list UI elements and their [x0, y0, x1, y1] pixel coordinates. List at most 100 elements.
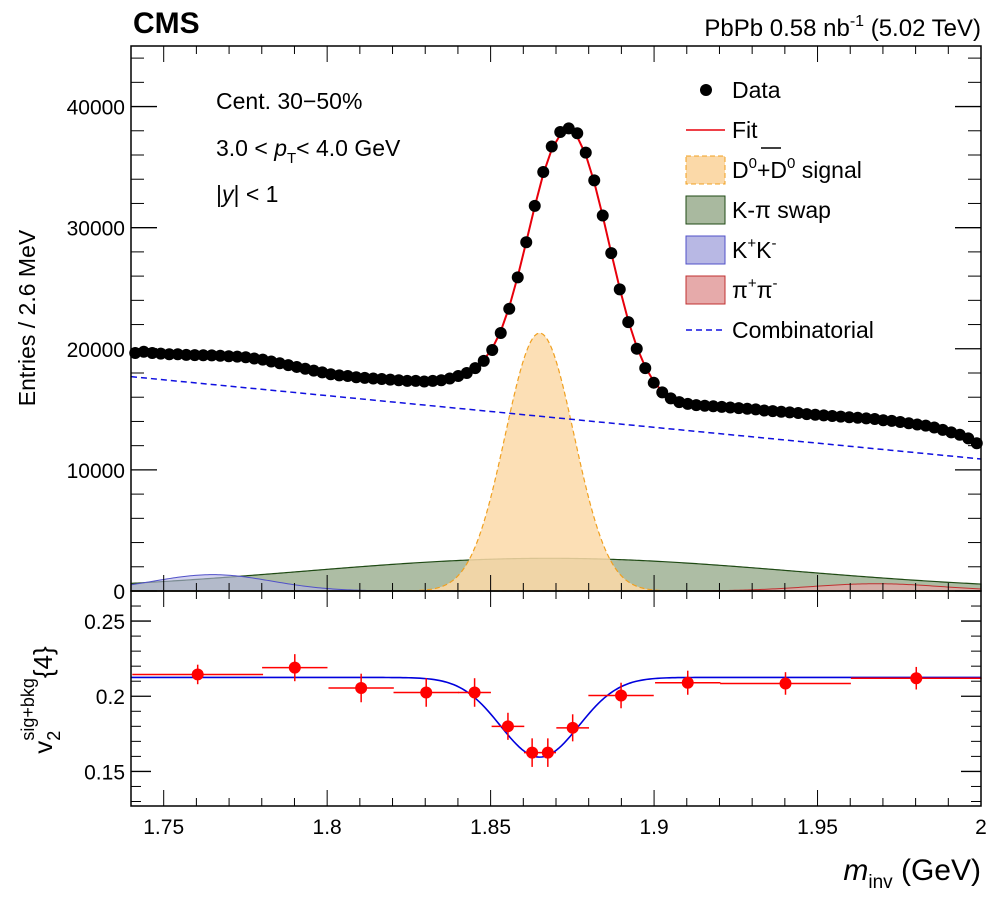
luminosity-suffix: (5.02 TeV) [864, 15, 981, 42]
x-tick-label: 1.75 [143, 816, 184, 839]
bottom-y-tick-label: 0.25 [84, 611, 125, 634]
data-point [800, 408, 813, 421]
pt-range-post: < 4.0 GeV [296, 135, 401, 161]
data-point [817, 409, 830, 422]
data-point [163, 348, 176, 361]
data-point [741, 402, 754, 415]
legend-signal-a-sup: 0 [749, 155, 757, 172]
data-point [180, 348, 193, 361]
legend-signal-c: signal [795, 157, 861, 183]
bottom-panel-frame [130, 590, 982, 807]
x-tick-label: 1.95 [797, 816, 838, 839]
data-point [622, 316, 635, 329]
legend-kk-label: K+K- [732, 235, 776, 263]
legend-pipi-a-sup: + [748, 275, 757, 292]
v2-point [541, 746, 554, 759]
top-y-tick-label: 40000 [67, 97, 125, 120]
x-tick-label: 1.9 [639, 816, 668, 839]
v2-fit-curve [131, 676, 981, 758]
rapidity-label: |y| < 1 [216, 181, 278, 207]
legend-kk-a: K [732, 237, 748, 263]
v2-point [615, 689, 628, 702]
legend-signal-label: D0+D0 signal [732, 155, 862, 183]
data-point [171, 348, 184, 361]
data-point [197, 349, 210, 362]
pt-range-pre: 3.0 < [216, 135, 274, 161]
data-point [545, 140, 558, 153]
legend-signal-a: D [732, 157, 749, 183]
bottom-y-axis-sup: sig+bkg [18, 678, 38, 741]
data-point [843, 411, 856, 424]
data-point [647, 376, 660, 389]
legend-data-marker [700, 84, 712, 96]
data-point [596, 209, 609, 222]
signal-area [131, 332, 981, 592]
pt-range-var: p [273, 135, 287, 161]
rapidity-var: y [220, 181, 235, 207]
legend-pipi-b-sup: - [773, 275, 778, 292]
data-point [494, 327, 507, 340]
legend-pipi-label: π+π- [732, 275, 778, 303]
data-point [605, 247, 618, 260]
legend-pipi-swatch [685, 275, 726, 305]
rapidity-pre: | [216, 181, 222, 207]
top-y-tick-label: 20000 [67, 339, 125, 362]
legend-swap-label: K-π swap [732, 197, 831, 223]
data-point [146, 347, 159, 360]
legend-swap-swatch [685, 195, 726, 225]
legend-signal-b-sup: 0 [787, 155, 795, 172]
data-point [469, 362, 482, 375]
data-point [707, 400, 720, 413]
top-y-tick-label: 10000 [67, 460, 125, 483]
v2-point [910, 672, 923, 685]
data-point [205, 349, 218, 362]
data-point [656, 386, 669, 399]
top-panel-components [130, 332, 982, 592]
v2-point [288, 661, 301, 674]
data-point [775, 405, 788, 418]
legend-kk-swatch [685, 235, 726, 265]
legend-signal-b: +D [757, 157, 787, 183]
legend-kk-a-sup: + [747, 235, 756, 252]
data-point [401, 374, 414, 387]
legend-signal-swatch [685, 155, 726, 185]
data-point [588, 174, 601, 187]
data-point [486, 343, 499, 356]
bottom-y-axis-tail: {4} [28, 646, 58, 678]
luminosity-exponent: -1 [850, 13, 864, 30]
top-y-axis-title: Entries / 2.6 MeV [14, 229, 40, 406]
data-point [528, 199, 541, 212]
data-point [860, 412, 873, 425]
data-point [188, 349, 201, 362]
x-tick-label: 1.8 [313, 816, 342, 839]
legend-combinatorial-label: Combinatorial [732, 317, 874, 343]
data-points [129, 122, 983, 450]
axis-ticks: 0 10000 20000 30000 40000 1.75 1.8 1.85 1.9 1.95 2… [67, 46, 987, 839]
data-point [520, 236, 533, 249]
bottom-y-axis-title: v2 sig+bkg{4} [18, 646, 64, 754]
luminosity-label: PbPb 0.58 nb-1 (5.02 TeV) [704, 13, 981, 42]
data-point [537, 165, 550, 178]
top-y-tick-label: 0 [113, 581, 125, 604]
legend-kk-b: K [756, 237, 772, 263]
experiment-label: CMS [133, 7, 200, 40]
legend-data-label: Data [732, 77, 781, 103]
data-point [392, 374, 405, 387]
v2-panel-content [131, 654, 982, 767]
data-point [613, 283, 626, 296]
pt-range-sub: T [287, 150, 296, 167]
data-point [511, 271, 524, 284]
data-point [503, 302, 516, 315]
combinatorial-line [130, 375, 982, 460]
x-axis-title: minv (GeV) [843, 854, 981, 893]
data-point [724, 401, 737, 414]
centrality-label: Cent. 30−50% [216, 88, 362, 114]
data-point [375, 373, 388, 386]
data-point [630, 342, 643, 355]
legend-kk-b-sup: - [771, 235, 776, 252]
data-point [571, 127, 584, 140]
x-axis-unit: (GeV) [893, 854, 981, 887]
x-tick-label: 2 [975, 816, 987, 839]
x-tick-label: 1.85 [470, 816, 511, 839]
data-point [350, 371, 363, 384]
